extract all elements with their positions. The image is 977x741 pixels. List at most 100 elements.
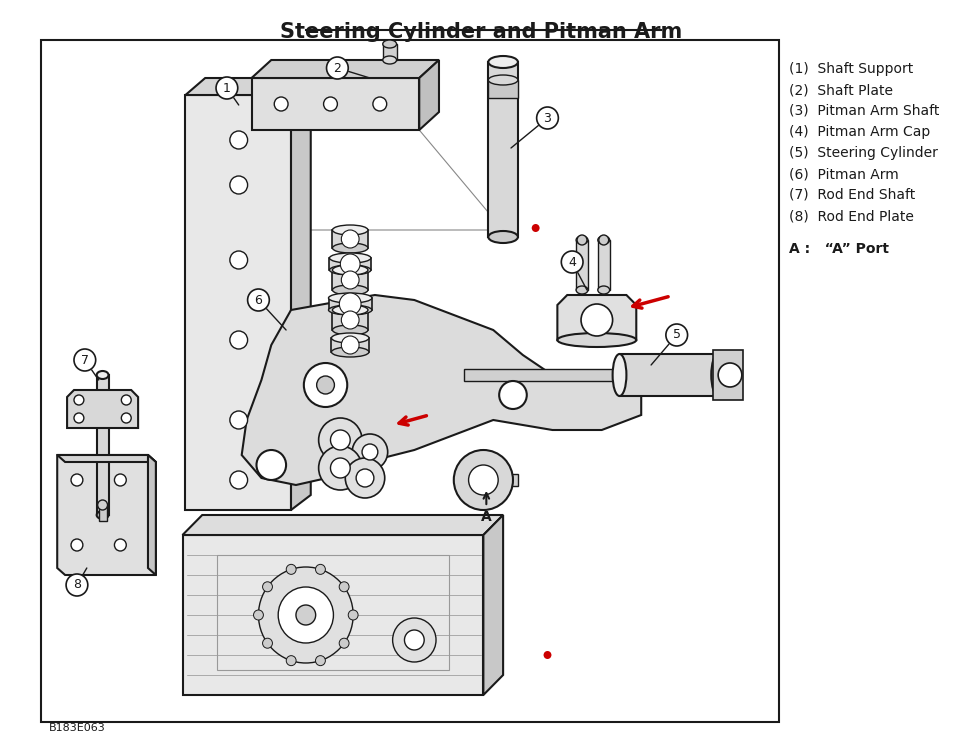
Circle shape [562, 251, 583, 273]
Circle shape [263, 638, 273, 648]
Text: 3: 3 [543, 111, 551, 124]
Circle shape [286, 656, 296, 665]
Circle shape [323, 97, 337, 111]
Circle shape [71, 539, 83, 551]
Bar [619, 354, 718, 396]
Text: 5: 5 [673, 328, 681, 342]
Circle shape [74, 395, 84, 405]
Ellipse shape [332, 305, 368, 315]
Ellipse shape [328, 305, 372, 315]
Bar [488, 80, 518, 98]
Circle shape [71, 474, 83, 486]
Circle shape [278, 587, 333, 643]
Circle shape [230, 131, 247, 149]
Circle shape [469, 465, 498, 495]
Bar [331, 338, 369, 352]
Text: A :   “A” Port: A : “A” Port [789, 242, 889, 256]
Ellipse shape [383, 40, 397, 48]
Bar [41, 40, 780, 722]
Circle shape [230, 471, 247, 489]
Text: 1: 1 [223, 82, 231, 95]
Ellipse shape [332, 225, 368, 235]
Circle shape [257, 450, 286, 480]
Ellipse shape [576, 286, 588, 294]
Circle shape [339, 293, 361, 315]
Circle shape [216, 77, 237, 99]
Polygon shape [183, 535, 484, 695]
Circle shape [74, 413, 84, 423]
Text: 8: 8 [73, 579, 81, 591]
Text: (6)  Pitman Arm: (6) Pitman Arm [789, 167, 899, 181]
Bar [329, 258, 371, 270]
Circle shape [319, 418, 362, 462]
Polygon shape [186, 78, 311, 95]
Circle shape [121, 413, 131, 423]
Circle shape [114, 474, 126, 486]
Text: (3)  Pitman Arm Shaft: (3) Pitman Arm Shaft [789, 104, 940, 118]
Ellipse shape [613, 354, 626, 396]
Circle shape [247, 289, 270, 311]
Ellipse shape [576, 236, 588, 244]
Polygon shape [291, 78, 311, 510]
Bar [383, 44, 397, 60]
Polygon shape [58, 455, 156, 575]
Circle shape [499, 381, 527, 409]
Circle shape [98, 500, 107, 510]
Ellipse shape [383, 56, 397, 64]
Circle shape [286, 565, 296, 574]
Ellipse shape [598, 286, 610, 294]
Ellipse shape [332, 243, 368, 253]
Circle shape [718, 363, 742, 387]
Bar [217, 555, 448, 670]
Text: (4)  Pitman Arm Cap: (4) Pitman Arm Cap [789, 125, 930, 139]
Text: 6: 6 [255, 293, 263, 307]
Circle shape [341, 336, 360, 354]
Polygon shape [484, 515, 503, 695]
Text: (5)  Steering Cylinder: (5) Steering Cylinder [789, 146, 938, 160]
Text: 7: 7 [81, 353, 89, 367]
Polygon shape [419, 60, 439, 130]
Polygon shape [251, 60, 439, 78]
Ellipse shape [97, 511, 108, 519]
Circle shape [340, 254, 361, 274]
Circle shape [341, 230, 360, 248]
Ellipse shape [488, 75, 518, 85]
Text: (2)  Shaft Plate: (2) Shaft Plate [789, 83, 893, 97]
Circle shape [339, 638, 349, 648]
Ellipse shape [711, 354, 725, 396]
Circle shape [536, 107, 558, 129]
Ellipse shape [488, 56, 518, 68]
Bar [328, 298, 372, 310]
Ellipse shape [488, 231, 518, 243]
Ellipse shape [331, 347, 369, 357]
Circle shape [531, 224, 539, 232]
Circle shape [373, 97, 387, 111]
Circle shape [317, 376, 334, 394]
Circle shape [74, 349, 96, 371]
Bar [598, 240, 610, 290]
Circle shape [275, 97, 288, 111]
Text: B183E063: B183E063 [49, 723, 106, 733]
Circle shape [230, 251, 247, 269]
Bar [332, 270, 368, 290]
Circle shape [543, 651, 551, 659]
Text: 4: 4 [569, 256, 576, 268]
Circle shape [341, 271, 360, 289]
Bar [488, 62, 518, 237]
Circle shape [296, 605, 316, 625]
Ellipse shape [332, 325, 368, 335]
Circle shape [577, 235, 587, 245]
Bar [464, 369, 619, 381]
Circle shape [348, 610, 359, 620]
Polygon shape [186, 95, 291, 510]
Ellipse shape [557, 333, 636, 347]
Text: A: A [481, 510, 491, 524]
Ellipse shape [331, 333, 369, 343]
Polygon shape [251, 78, 419, 130]
Circle shape [453, 450, 513, 510]
Circle shape [581, 304, 613, 336]
Circle shape [259, 567, 353, 663]
Circle shape [330, 458, 350, 478]
Polygon shape [58, 455, 156, 462]
Circle shape [352, 434, 388, 470]
